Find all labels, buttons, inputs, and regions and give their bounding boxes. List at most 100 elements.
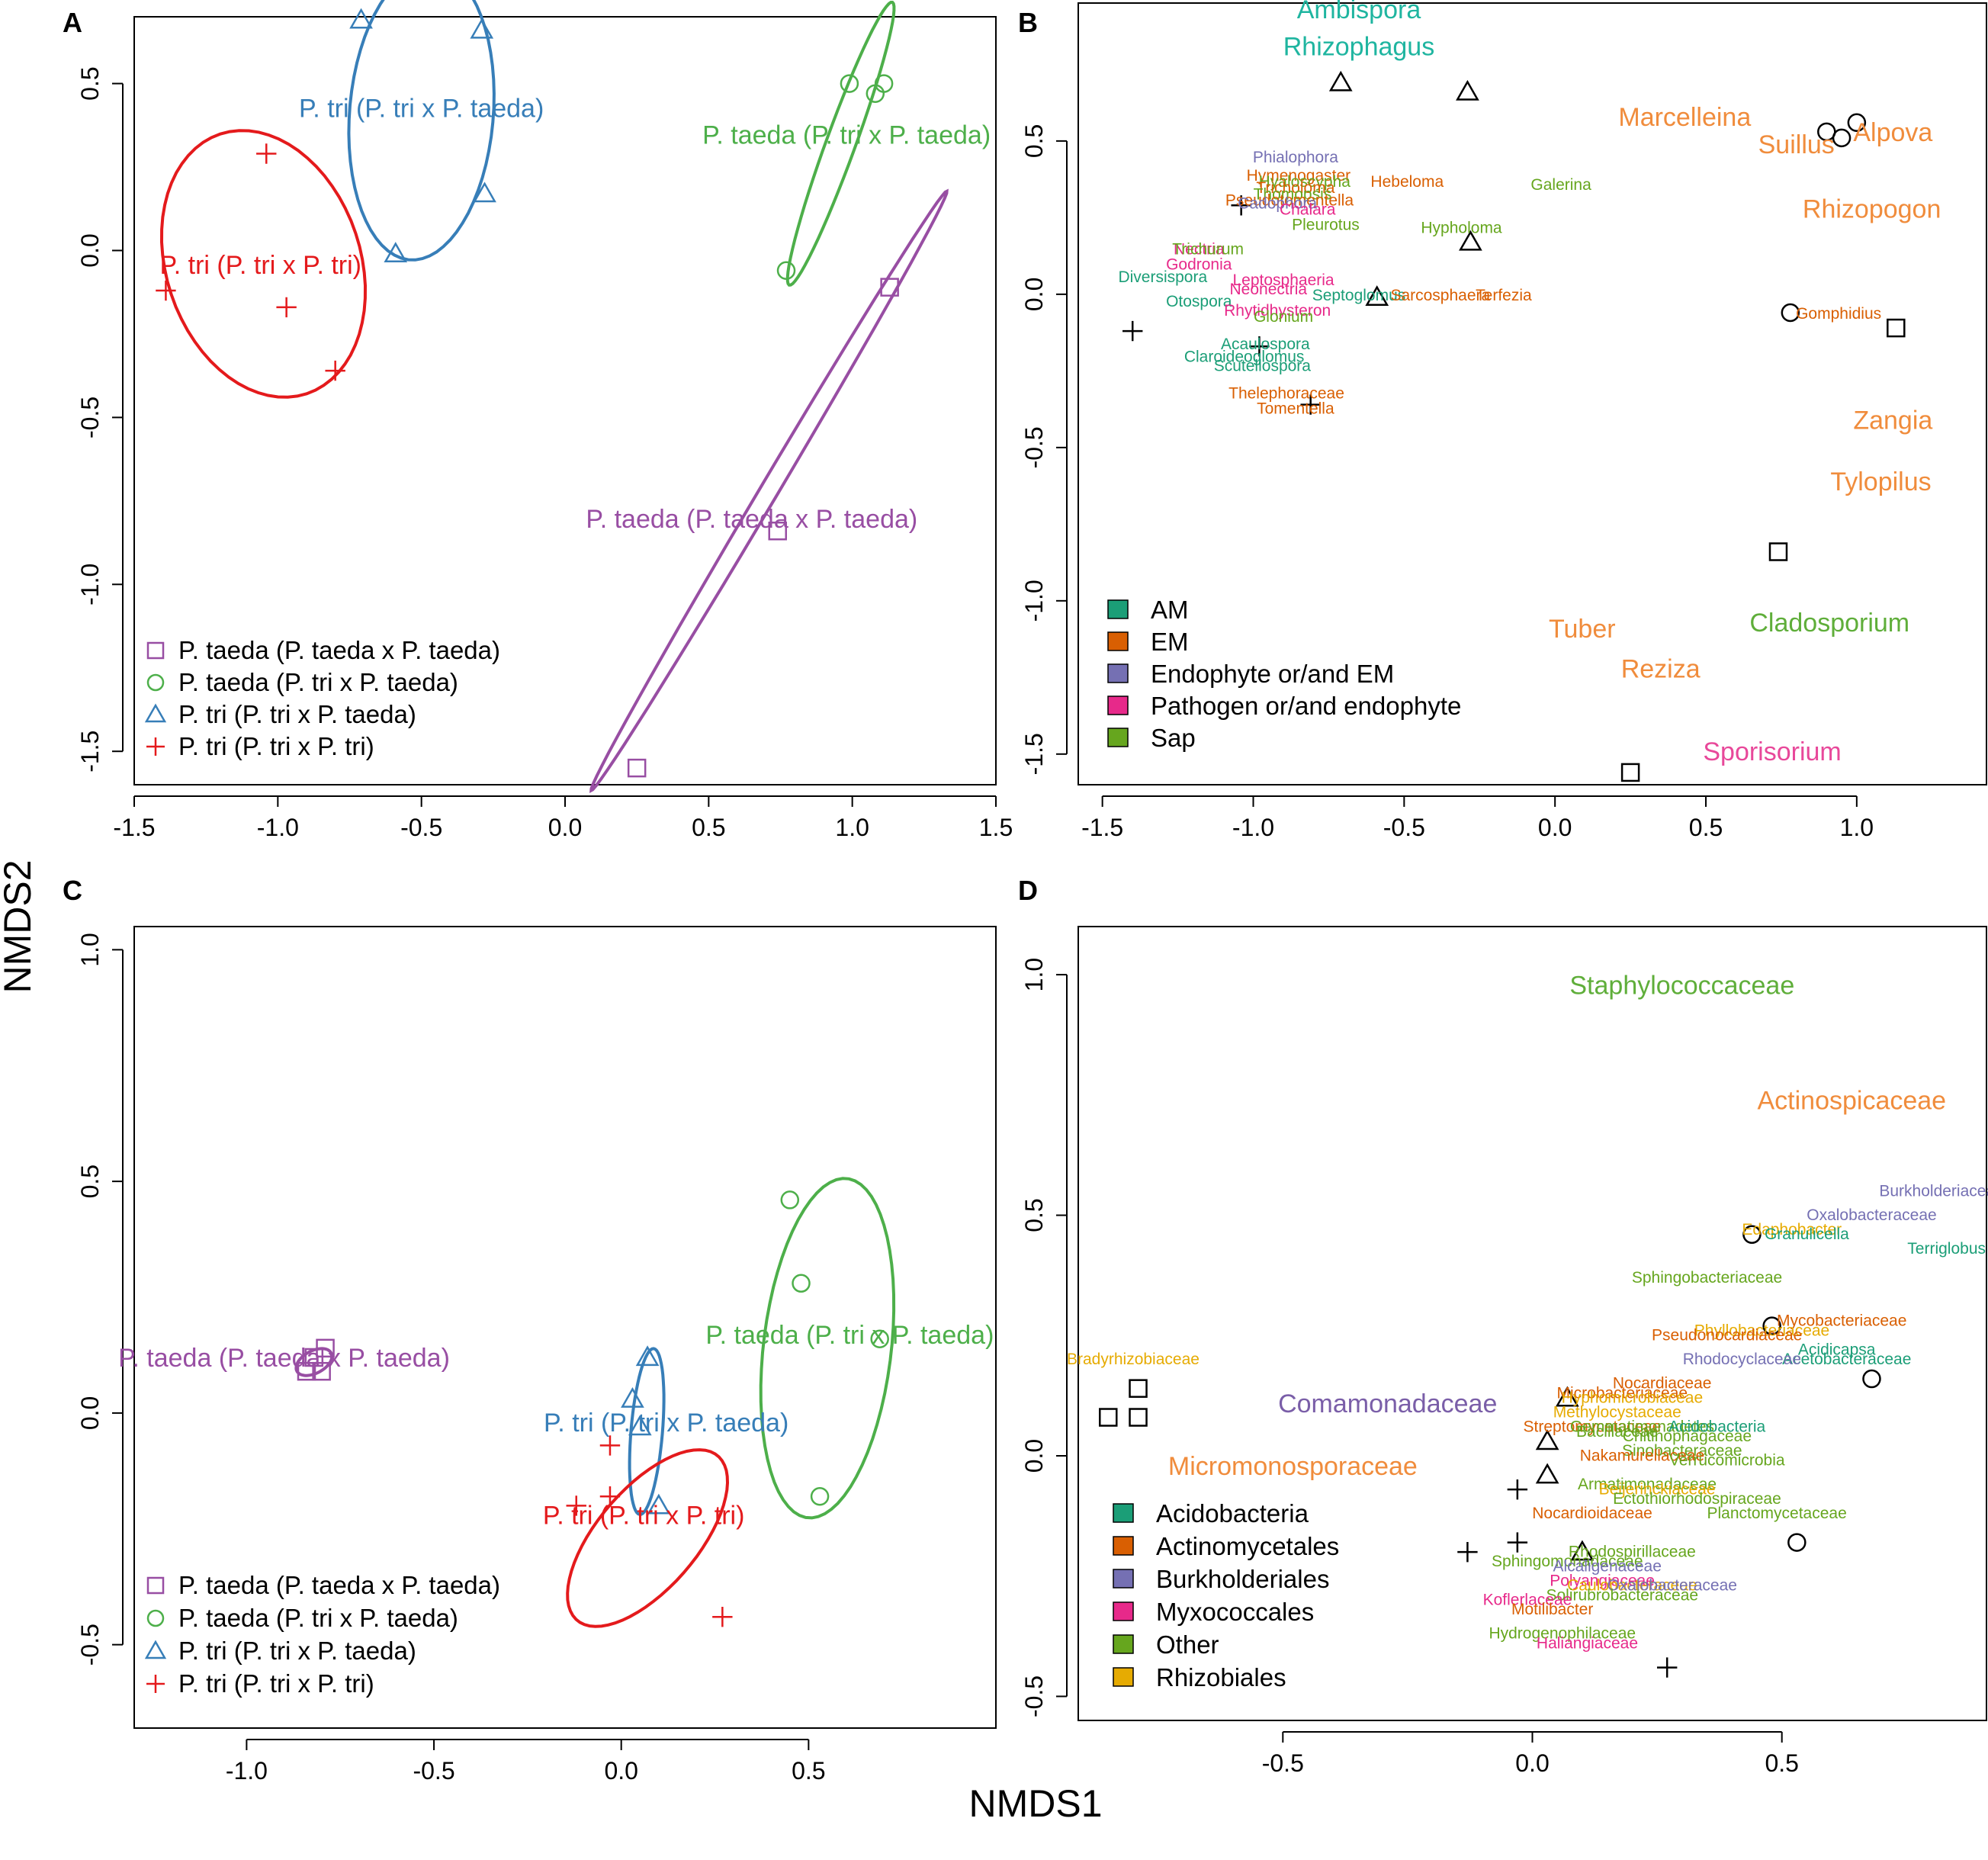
panel-c-group-label: P. tri (P. tri x P. taeda)	[544, 1409, 788, 1438]
panel-a-point-plus	[325, 360, 345, 381]
panel-d-y-tick-label: 0.5	[1020, 1198, 1048, 1232]
panel-b-taxon-label: Rhizopogon	[1803, 194, 1941, 223]
panel-d-legend-label: Other	[1156, 1630, 1219, 1659]
panel-b-taxon-label: Terfezia	[1476, 287, 1532, 304]
panel-c-frame	[133, 926, 997, 1729]
panel-b-plot: -1.5 -1.0 -0.5 0.0 0.5 1.0 -1.5 -1.0 -0.5 0.0 0.5 A…	[1020, 0, 1987, 841]
panel-b-legend-label: Pathogen or/and endophyte	[1151, 692, 1461, 720]
panel-b-y-tick-label: -1.0	[1020, 580, 1048, 622]
panel-d-taxon-label: Terriglobus	[1907, 1240, 1986, 1258]
panel-d-taxon-label: Motilibacter	[1511, 1601, 1593, 1618]
panel-a-point-square	[880, 278, 899, 297]
panel-d-point-plus	[1507, 1532, 1528, 1553]
panel-b-taxon-label: Tylopilus	[1830, 467, 1931, 496]
panel-d-taxon-label: Sphingobacteriaceae	[1632, 1269, 1782, 1287]
panel-letter-d: D	[1018, 875, 1038, 906]
panel-d-point-square	[1129, 1379, 1148, 1398]
panel-d-point-triangle	[1555, 1386, 1579, 1407]
panel-a-ellipse-plus	[159, 129, 368, 399]
panel-b-taxon-label: Hebeloma	[1370, 173, 1444, 191]
panel-d-taxon-label: Microbacteriaceae	[1556, 1384, 1688, 1402]
panel-d-taxon-label: Nocardiaceae	[1613, 1375, 1712, 1393]
panel-d-taxon-label: Koflerlaceae	[1483, 1592, 1572, 1609]
panel-c-x-tick-label: 0.5	[792, 1757, 825, 1785]
panel-a-point-plus	[256, 143, 277, 164]
panel-b-taxon-label: Diversispora	[1118, 268, 1207, 286]
panel-b-legend-swatch	[1107, 599, 1129, 619]
panel-d-plot: -0.5 0.0 0.5 -0.5 0.0 0.5 1.0 Staphylococcaceae…	[1020, 926, 1988, 1777]
panel-b-y-tick-label: -0.5	[1020, 426, 1048, 468]
panel-d-point-circle	[1862, 1369, 1881, 1389]
panel-d-taxon-label: Bradyrhizobiaceae	[1067, 1351, 1200, 1368]
panel-a-group-label: P. tri (P. tri x P. tri)	[159, 251, 361, 280]
panel-d-taxon-label: Mycobacteriaceae	[1777, 1312, 1906, 1330]
panel-c-legend-label: P. tri (P. tri x P. taeda)	[178, 1637, 416, 1665]
panel-c-legend-marker-square	[146, 1576, 165, 1595]
panel-b-legend-label: AM	[1151, 596, 1189, 624]
panel-b-point-triangle	[1459, 230, 1482, 251]
panel-d-taxon-label: Micromonosporaceae	[1168, 1452, 1418, 1481]
panel-c-point-circle	[780, 1190, 800, 1209]
panel-b-x-tick-label: -1.0	[1232, 814, 1274, 841]
panel-b-taxon-label: Neonectria	[1229, 281, 1307, 298]
panel-d-taxon-label: Gemmatimonadetes	[1570, 1418, 1714, 1435]
panel-c-plot: -1.0 -0.5 0.0 0.5 -0.5 0.0 0.5 1.0 P. taeda (P. …	[76, 926, 997, 1785]
panel-d-taxon-label: Haliangiaceae	[1537, 1634, 1638, 1652]
panel-c-group-label: P. taeda (P. tri x P. taeda)	[705, 1321, 994, 1350]
panel-d-taxon-label: Verrucomicrobia	[1669, 1452, 1785, 1470]
panel-b-y-tick-label: 0.0	[1020, 278, 1048, 311]
panel-d-legend-label: Burkholderiales	[1156, 1565, 1329, 1593]
panel-b-taxon-label: Hypholoma	[1421, 219, 1502, 236]
panel-d-taxon-label: Hyphomicrobiaceae	[1562, 1389, 1704, 1407]
panel-a-y-tick-label: -0.5	[76, 397, 104, 438]
panel-c-legend-label: P. taeda (P. taeda x P. taeda)	[178, 1571, 500, 1599]
panel-d-taxon-label: Oxalobacteraceae	[1807, 1206, 1936, 1224]
panel-d-point-circle	[1742, 1225, 1762, 1245]
panel-c-group-label: P. taeda (P. taeda x P. taeda)	[118, 1344, 450, 1373]
panel-d-taxon-label: Granulicella	[1765, 1226, 1849, 1243]
panel-d-taxon-label: Edaphobacter	[1742, 1221, 1842, 1238]
panel-a-point-triangle	[384, 242, 408, 263]
panel-b-taxon-label: Sarcosphaera	[1390, 287, 1490, 304]
panel-b-point-triangle	[1328, 70, 1353, 92]
panel-a-y-tick-label: -1.0	[76, 564, 104, 606]
panel-d-taxon-label: Rhodocyclaceae	[1683, 1351, 1801, 1368]
panel-b-taxon-label: Rhytidhysteron	[1224, 302, 1331, 320]
panel-a-point-triangle	[349, 8, 373, 29]
panel-b-taxon-label: Cadophora	[1238, 194, 1317, 212]
panel-d-taxon-label: Polyangiaceae	[1550, 1572, 1655, 1589]
panel-d-taxon-label: Oxalobacteraceae	[1607, 1577, 1737, 1595]
panel-d-point-square	[1099, 1408, 1118, 1427]
panel-d-point-triangle	[1535, 1429, 1559, 1450]
panel-a-point-circle	[874, 74, 894, 93]
panel-d-legend-label: Actinomycetales	[1156, 1532, 1339, 1560]
panel-d-point-triangle	[1535, 1463, 1559, 1484]
panel-b-taxon-label: Hymenogaster	[1247, 167, 1351, 185]
panel-b-legend-swatch	[1107, 631, 1129, 651]
panel-a-legend-label: P. tri (P. tri x P. taeda)	[178, 700, 416, 728]
panel-b-taxon-label: Pseudotomentella	[1225, 191, 1354, 209]
panel-a-legend-label: P. taeda (P. tri x P. taeda)	[178, 668, 458, 696]
panel-d-x-tick-label: 0.5	[1765, 1749, 1798, 1777]
panel-b-point-plus	[1231, 195, 1251, 216]
panel-a-y-tick-label: 0.5	[76, 66, 104, 100]
panel-b-taxon-label: Ambispora	[1297, 0, 1421, 24]
panel-b-taxon-label: Alpova	[1853, 118, 1932, 147]
panel-d-taxon-label: Chitinophagaceae	[1623, 1428, 1752, 1445]
panel-a-point-circle	[776, 261, 796, 280]
panel-b-taxon-label: Tricholoma	[1256, 179, 1334, 197]
panel-b-legend-swatch	[1107, 695, 1129, 715]
panel-d-legend-swatch	[1113, 1601, 1134, 1621]
panel-b-x-tick-label: 1.0	[1840, 814, 1874, 841]
panel-a-group-label: P. tri (P. tri x P. taeda)	[299, 94, 544, 123]
panel-d-legend-swatch	[1113, 1536, 1134, 1556]
panel-d-taxon-label: Armatimonadaceae	[1578, 1476, 1717, 1493]
y-axis-title: NMDS2	[0, 859, 39, 993]
panel-a-frame	[133, 16, 997, 785]
panel-a-y-tick-label: 0.0	[76, 233, 104, 267]
panel-c-x-tick-label: -0.5	[413, 1757, 454, 1785]
panel-b-taxon-label: Thomopsis	[1254, 185, 1332, 203]
panel-b-taxon-label: Otospora	[1166, 293, 1232, 310]
panel-c-point-circle	[870, 1329, 889, 1348]
panel-d-taxon-label: Acetobacteraceae	[1782, 1351, 1911, 1368]
